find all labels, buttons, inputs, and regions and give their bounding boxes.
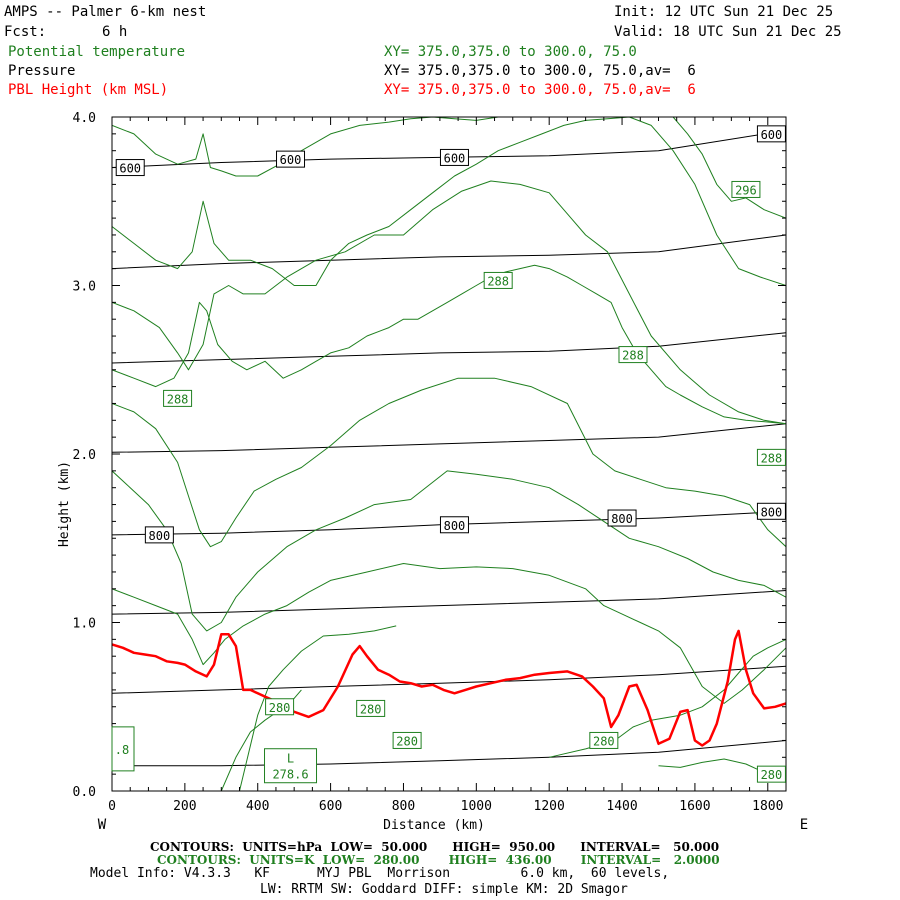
series-line-theta-286-k — [112, 470, 786, 632]
x-tick-label: 600 — [319, 799, 342, 814]
field-xy-pressure: XY= 375.0,375.0 to 300.0, 75.0,av= 6 — [384, 63, 696, 79]
contour-label: 280 — [593, 734, 615, 748]
series-line-theta-290-k — [112, 180, 786, 425]
x-tick-label: 1400 — [606, 799, 637, 814]
header-valid: Valid: 18 UTC Sun 21 Dec 25 — [614, 24, 842, 40]
contour-label: 800 — [149, 529, 171, 543]
series-line-theta-284-k — [112, 563, 786, 704]
series-line-pressure-650-hpa — [112, 234, 786, 270]
contour-label-box — [439, 148, 469, 166]
contour-label-box — [265, 698, 295, 716]
x-end-label-west: W — [98, 817, 107, 833]
contour-label-box — [756, 448, 786, 466]
low-marker-box — [264, 748, 318, 784]
contour-label-box — [607, 509, 637, 527]
contour-label: 600 — [444, 151, 466, 165]
y-tick-label: 2.0 — [73, 448, 96, 463]
contour-label-box — [483, 271, 513, 289]
header-fcst-label: Fcst: — [4, 24, 47, 40]
contour-label: 800 — [761, 505, 783, 519]
x-tick-label: 1600 — [679, 799, 710, 814]
series-line-theta-294-k — [112, 117, 499, 177]
y-tick-label: 3.0 — [73, 280, 96, 295]
contour-label-box — [163, 389, 193, 407]
footer-model-info-2: LW: RRTM SW: Goddard DIFF: simple KM: 2D… — [260, 882, 628, 897]
x-tick-label: 1200 — [534, 799, 565, 814]
contour-label-box — [756, 765, 786, 783]
edge-label: .8 — [115, 743, 129, 757]
x-tick-label: 800 — [392, 799, 415, 814]
series-line-pressure-850-hpa — [112, 590, 786, 615]
contour-label-box — [618, 346, 648, 364]
header-title: AMPS -- Palmer 6-km nest — [4, 4, 207, 20]
contour-label: 280 — [269, 701, 291, 715]
field-xy-pbl: XY= 375.0,375.0 to 300.0, 75.0,av= 6 — [384, 82, 696, 98]
contour-label: 296 — [735, 183, 757, 197]
contour-label: 280 — [396, 734, 418, 748]
contour-label-box — [756, 502, 786, 520]
x-tick-label: 1800 — [752, 799, 783, 814]
contour-label: 288 — [167, 392, 189, 406]
footer-theta-contours: CONTOURS: UNITS=K LOW= 280.00 HIGH= 436.… — [157, 853, 720, 867]
contour-label-box — [356, 699, 386, 717]
contour-label: 800 — [444, 519, 466, 533]
header-init: Init: 12 UTC Sun 21 Dec 25 — [614, 4, 834, 20]
contour-label: 600 — [761, 128, 783, 142]
series-line-theta-282-k — [239, 625, 397, 791]
low-marker-value: 278.6 — [272, 768, 308, 782]
y-tick-label: 4.0 — [73, 111, 96, 126]
field-name-pbl: PBL Height (km MSL) — [8, 82, 169, 98]
x-tick-label: 0 — [108, 799, 116, 814]
series-line-theta-288-k — [112, 377, 786, 548]
x-tick-label: 200 — [173, 799, 196, 814]
series-line-pressure-700-hpa — [112, 332, 786, 364]
series-line-pressure-950-hpa — [112, 740, 786, 767]
x-tick-label: 1000 — [461, 799, 492, 814]
y-tick-label: 0.0 — [73, 785, 96, 800]
contour-label-box — [276, 150, 306, 168]
series-line-theta-296-k — [672, 117, 786, 219]
edge-label-box — [111, 726, 135, 772]
series-line-theta-280-k — [220, 689, 302, 791]
y-axis-label: Height (km) — [57, 461, 72, 547]
contour-label-box — [392, 731, 422, 749]
contour-label: 600 — [280, 153, 302, 167]
low-marker-letter: L — [287, 752, 294, 766]
contour-label-box — [115, 159, 145, 177]
header-fcst-value: 6 h — [102, 24, 128, 40]
contour-label: 288 — [487, 274, 509, 288]
series-group — [112, 117, 786, 791]
contour-label-box — [144, 526, 174, 544]
contour-label-box — [756, 125, 786, 143]
series-line-pressure-600-hpa — [112, 130, 786, 168]
contour-label-box — [439, 516, 469, 534]
contour-label: 280 — [360, 702, 382, 716]
series-line-pressure-900-hpa — [112, 665, 786, 694]
contour-label: 288 — [622, 349, 644, 363]
contour-label: 288 — [761, 451, 783, 465]
footer-pressure-contours: CONTOURS: UNITS=hPa LOW= 50.000 HIGH= 95… — [150, 840, 720, 854]
contour-label-box — [731, 180, 761, 198]
contour-label: 280 — [761, 768, 783, 782]
series-line-pbl-height-km-msl — [112, 629, 786, 747]
x-tick-label: 400 — [246, 799, 269, 814]
y-tick-label: 1.0 — [73, 617, 96, 632]
contour-label-box — [589, 731, 619, 749]
x-axis-label: Distance (km) — [383, 818, 485, 833]
series-line-pressure-750-hpa — [112, 423, 786, 453]
contour-label: 600 — [119, 162, 141, 176]
footer-model-info-1: Model Info: V4.3.3 KF MYJ PBL Morrison 6… — [90, 866, 670, 881]
field-name-pressure: Pressure — [8, 63, 76, 79]
field-name-theta: Potential temperature — [8, 44, 186, 60]
series-line-theta-292-k — [112, 117, 786, 286]
x-end-label-east: E — [800, 817, 808, 833]
series-line-theta-288-k-upper — [112, 264, 786, 425]
contour-label: 800 — [611, 512, 633, 526]
series-line-pressure-800-hpa — [112, 510, 786, 536]
field-xy-theta: XY= 375.0,375.0 to 300.0, 75.0 — [384, 44, 637, 60]
